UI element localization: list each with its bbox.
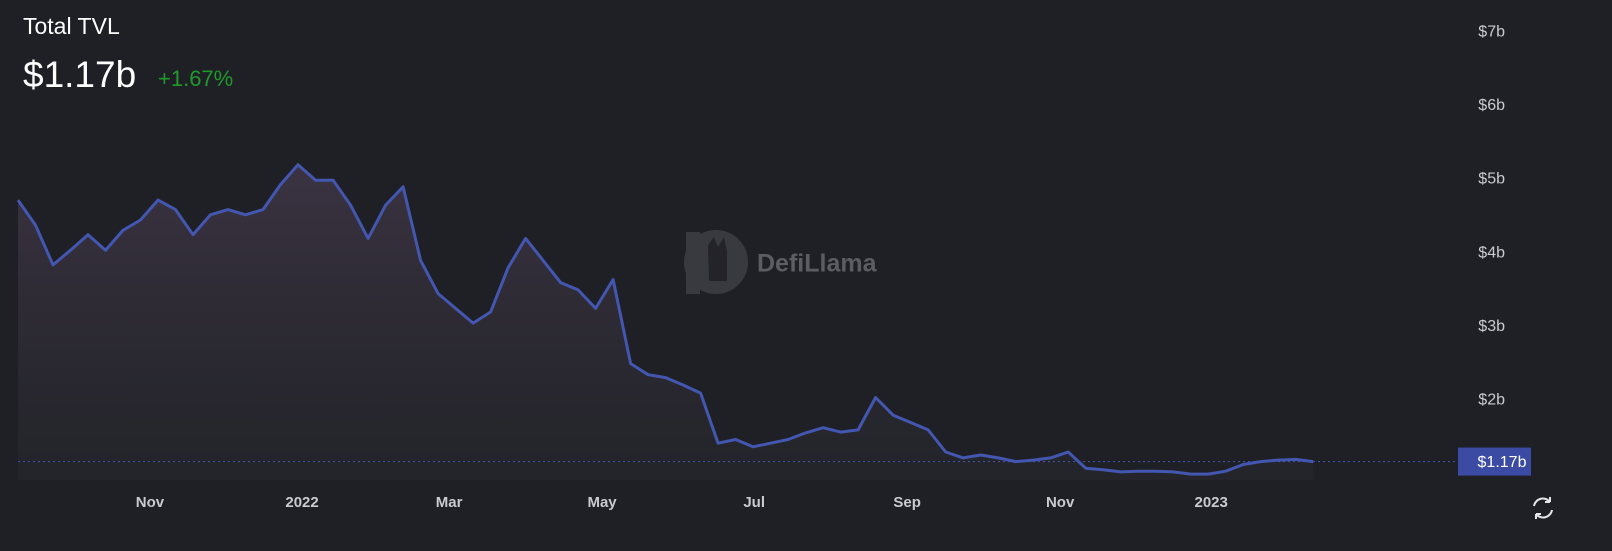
- x-tick-label: 2022: [285, 494, 318, 511]
- x-tick-label: Mar: [436, 494, 463, 511]
- y-tick-label: $5b: [1478, 171, 1505, 188]
- watermark-logo: [684, 230, 748, 294]
- watermark: DefiLlama: [757, 250, 878, 278]
- refresh-button[interactable]: [1533, 497, 1553, 519]
- area: [18, 164, 1314, 480]
- last-value-label: $1.17b: [1478, 454, 1527, 471]
- y-tick-label: $2b: [1478, 392, 1505, 409]
- y-tick-label: $4b: [1478, 244, 1505, 261]
- change: +1.67%: [158, 66, 233, 91]
- x-tick-label: Sep: [893, 494, 921, 511]
- x-tick-label: Jul: [743, 494, 765, 511]
- line: [16, 163, 1314, 476]
- title: Total TVL: [23, 13, 120, 39]
- last-value-badge: [1458, 447, 1531, 476]
- x-tick-label: Nov: [136, 494, 165, 511]
- x-tick-label: 2023: [1194, 494, 1227, 511]
- y-tick-label: $7b: [1478, 23, 1505, 40]
- y-tick-label: $6b: [1478, 97, 1505, 114]
- y-tick-label: $3b: [1478, 318, 1505, 335]
- x-tick-label: Nov: [1046, 494, 1075, 511]
- current-value: $1.17b: [23, 54, 136, 95]
- x-tick-label: May: [587, 494, 617, 511]
